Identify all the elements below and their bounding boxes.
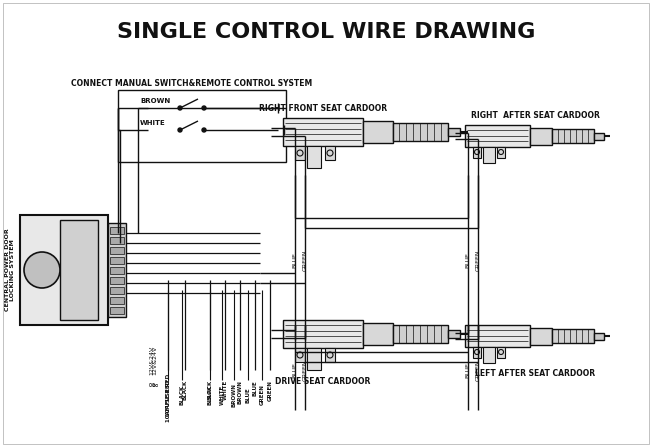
- Bar: [497, 147, 505, 158]
- Circle shape: [178, 128, 182, 132]
- Text: BLACK: BLACK: [207, 385, 213, 405]
- Bar: [594, 333, 604, 340]
- Bar: [594, 133, 604, 140]
- Bar: [465, 125, 530, 147]
- Text: BLUE: BLUE: [293, 252, 297, 268]
- Bar: [108, 223, 126, 317]
- Text: GREEN: GREEN: [303, 249, 308, 271]
- Bar: [295, 348, 305, 362]
- Bar: [110, 227, 124, 234]
- Bar: [393, 123, 448, 141]
- Text: GREEN: GREEN: [259, 384, 265, 405]
- Bar: [448, 128, 460, 136]
- Bar: [473, 347, 481, 358]
- Bar: [110, 287, 124, 294]
- Circle shape: [178, 106, 182, 110]
- Bar: [110, 277, 124, 284]
- Text: GREEN: GREEN: [475, 359, 481, 381]
- Text: LEFT AFTER SEAT CARDOOR: LEFT AFTER SEAT CARDOOR: [475, 369, 595, 378]
- Bar: [363, 121, 393, 143]
- Text: DRIVE SEAT CARDOOR: DRIVE SEAT CARDOOR: [275, 377, 371, 386]
- Bar: [393, 325, 448, 343]
- Text: BROWN: BROWN: [140, 98, 170, 104]
- Text: ∞: ∞: [151, 380, 158, 389]
- Bar: [497, 347, 505, 358]
- Bar: [465, 325, 530, 347]
- Text: BLACK: BLACK: [183, 380, 188, 400]
- Text: SINGLE CONTROL WIRE DRAWING: SINGLE CONTROL WIRE DRAWING: [117, 22, 535, 42]
- Bar: [307, 348, 321, 370]
- Circle shape: [24, 252, 60, 288]
- Text: CENTRAL POWER DOOR
LOCKING SYSTEM: CENTRAL POWER DOOR LOCKING SYSTEM: [5, 228, 16, 312]
- Text: BLUE: BLUE: [466, 362, 471, 378]
- Bar: [295, 146, 305, 160]
- Bar: [283, 320, 363, 348]
- Text: BROWN: BROWN: [231, 383, 237, 407]
- Circle shape: [202, 128, 206, 132]
- Text: GREEN: GREEN: [475, 249, 481, 271]
- Text: RIGHT  AFTER SEAT CARDOOR: RIGHT AFTER SEAT CARDOOR: [471, 111, 599, 120]
- Text: BLUE: BLUE: [293, 362, 297, 378]
- Bar: [283, 118, 363, 146]
- Text: RIGHT FRONT SEAT CARDOOR: RIGHT FRONT SEAT CARDOOR: [259, 104, 387, 113]
- Bar: [552, 329, 594, 343]
- Text: BLUE: BLUE: [246, 387, 250, 403]
- Text: BROWN: BROWN: [237, 380, 243, 404]
- Bar: [448, 330, 460, 338]
- Bar: [483, 147, 495, 163]
- Text: BLUE: BLUE: [466, 252, 471, 268]
- Bar: [473, 147, 481, 158]
- Bar: [530, 128, 552, 145]
- Bar: [110, 307, 124, 314]
- Bar: [118, 90, 286, 162]
- Bar: [325, 348, 335, 362]
- Bar: [110, 247, 124, 254]
- Bar: [530, 328, 552, 345]
- Bar: [325, 146, 335, 160]
- Text: CONNECT MANUAL SWITCH&REMOTE CONTROL SYSTEM: CONNECT MANUAL SWITCH&REMOTE CONTROL SYS…: [71, 79, 312, 88]
- Bar: [363, 323, 393, 345]
- Text: GREEN: GREEN: [303, 359, 308, 381]
- Text: WHITE: WHITE: [140, 120, 166, 126]
- Text: BLUE: BLUE: [252, 380, 258, 396]
- Text: BLACK: BLACK: [179, 385, 185, 405]
- Circle shape: [202, 106, 206, 110]
- Bar: [110, 257, 124, 264]
- Bar: [110, 237, 124, 244]
- Bar: [110, 297, 124, 304]
- Text: 12V&24V: 12V&24V: [153, 346, 158, 375]
- Text: WHITE: WHITE: [220, 385, 224, 405]
- Text: 10AFUSE RED: 10AFUSE RED: [166, 374, 171, 416]
- Text: GREEN: GREEN: [267, 380, 273, 401]
- Text: 12V&24V: 12V&24V: [149, 346, 155, 375]
- Bar: [60, 220, 98, 320]
- Bar: [552, 129, 594, 143]
- Bar: [110, 267, 124, 274]
- Bar: [483, 347, 495, 363]
- Text: 10AFUSE RED: 10AFUSE RED: [166, 380, 171, 422]
- Bar: [307, 146, 321, 168]
- Bar: [20, 215, 108, 325]
- Text: WHITE: WHITE: [222, 380, 228, 400]
- Text: ∞: ∞: [148, 380, 156, 390]
- Text: BLACK: BLACK: [207, 380, 213, 400]
